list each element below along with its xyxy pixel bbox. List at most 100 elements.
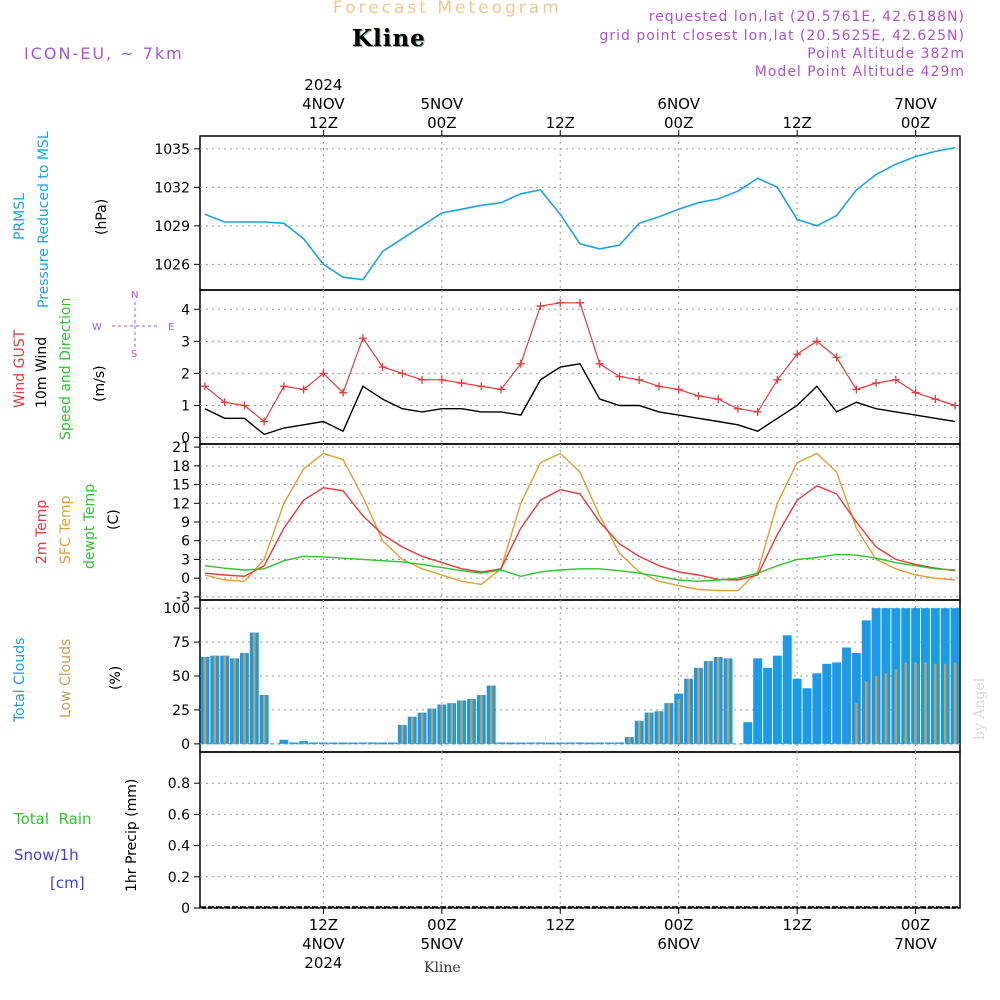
low-cloud-bar <box>213 655 216 744</box>
low-cloud-bar <box>647 712 651 744</box>
time-label-bottom: 5NOV <box>421 935 464 953</box>
y-tick-label: 0 <box>181 901 190 917</box>
gust-marker <box>536 302 545 311</box>
grid-lines <box>200 136 960 909</box>
total-cloud-bar <box>378 742 388 744</box>
sfc-temp-line <box>204 452 956 592</box>
y-tick-label: 0 <box>181 571 190 587</box>
total-cloud-bar <box>348 742 358 744</box>
low-cloud-bar <box>855 703 858 744</box>
y-tick-label: 6 <box>181 534 190 550</box>
total-cloud-bar <box>842 647 851 744</box>
time-label-bottom: 12Z <box>309 916 338 934</box>
y-tick-label: 2 <box>181 366 190 382</box>
precip-snow-unit: [cm] <box>50 874 85 892</box>
total-cloud-bar <box>526 742 536 744</box>
total-cloud-bar <box>575 742 585 744</box>
axis-labels: 102610291032103501234-303691215182102550… <box>154 76 937 972</box>
low-cloud-bar <box>667 703 671 744</box>
y-tick-label: 1026 <box>154 257 190 273</box>
low-cloud-bar <box>253 632 256 744</box>
gust-marker <box>714 395 723 404</box>
precip-snow-label: Snow/1h <box>14 846 79 864</box>
time-label-top: 6NOV <box>657 95 700 113</box>
gust-marker <box>852 385 861 394</box>
total-cloud-bar <box>338 742 348 744</box>
low-cloud-bar <box>697 667 700 744</box>
gust-marker <box>398 369 407 378</box>
time-label-bottom: 12Z <box>546 916 575 934</box>
total-cloud-bar <box>743 722 753 744</box>
gust-marker <box>891 375 900 384</box>
time-label-top: 5NOV <box>421 95 464 113</box>
low-cloud-bar <box>953 662 957 744</box>
total-cloud-bar <box>792 678 802 744</box>
total-cloud-bar <box>763 667 772 744</box>
time-label-top: 00Z <box>901 114 930 132</box>
y-tick-label: 0.8 <box>168 776 190 792</box>
compass-south: S <box>131 349 137 360</box>
total-cloud-bar <box>368 742 378 744</box>
gust-marker <box>753 407 762 416</box>
gust-marker <box>812 337 821 346</box>
low-cloud-bar <box>874 676 878 744</box>
gust-marker <box>931 395 940 404</box>
pressure-label-prmsl: PRMSL <box>12 193 28 240</box>
compass-north: N <box>131 290 138 301</box>
gust-marker <box>457 379 466 388</box>
gust-marker <box>911 388 920 397</box>
gust-marker <box>576 298 584 307</box>
total-cloud-bar <box>802 688 812 744</box>
location-title: Kline <box>352 25 426 52</box>
low-cloud-bar <box>243 652 246 744</box>
y-tick-label: 0.6 <box>168 807 190 823</box>
wind-gust-label: Wind GUST <box>12 329 28 408</box>
total-cloud-bar <box>506 742 516 744</box>
cloud-unit: (%) <box>108 666 124 690</box>
total-cloud-bar <box>832 662 842 744</box>
time-label-bottom: 12Z <box>782 916 811 934</box>
gust-marker <box>260 417 269 426</box>
low-cloud-bar <box>628 737 631 744</box>
y-tick-label: 9 <box>181 515 190 531</box>
total-cloud-bar <box>545 742 555 744</box>
y-tick-label: 25 <box>172 703 190 719</box>
gust-marker <box>872 379 881 388</box>
pressure-label-name: Pressure Reduced to MSL <box>36 131 52 308</box>
pressure-line <box>204 146 956 281</box>
gust-marker <box>516 359 525 368</box>
low-cloud-bar <box>233 658 236 744</box>
low-cloud-bar <box>489 685 493 744</box>
y-tick-label: 1032 <box>154 180 190 196</box>
y-tick-label: 50 <box>172 669 190 685</box>
gust-marker <box>240 401 249 410</box>
gust-marker <box>299 385 308 394</box>
time-label-bottom: 7NOV <box>894 935 937 953</box>
temp-sfc-label: SFC Temp <box>58 495 74 564</box>
gust-marker <box>378 363 387 371</box>
low-cloud-bar <box>677 699 680 744</box>
gust-marker <box>615 372 624 381</box>
time-label-top: 00Z <box>664 114 693 132</box>
grid-point-coords: grid point closest lon,lat (20.5625E, 42… <box>599 28 965 44</box>
watermark: by Angel <box>972 677 988 740</box>
total-cloud-bar <box>615 742 624 744</box>
t2m-line <box>204 485 956 581</box>
low-cloud-bar <box>914 662 917 744</box>
y-tick-label: 75 <box>172 635 190 651</box>
wind-panel-frame <box>199 289 961 445</box>
gust-marker <box>694 391 703 400</box>
y-tick-label: 1 <box>181 399 190 415</box>
y-tick-label: 15 <box>172 478 190 494</box>
time-label-top: 7NOV <box>894 95 937 113</box>
total-cloud-bar <box>496 742 506 744</box>
low-cloud-bar <box>480 695 483 744</box>
low-cloud-bar <box>638 720 641 744</box>
dewpt-line <box>204 553 956 583</box>
compass-east: E <box>168 322 174 333</box>
gust-marker <box>497 385 506 394</box>
precip-axis-label: 1hr Precip (mm) <box>124 779 140 892</box>
time-label-bottom: 00Z <box>664 916 693 934</box>
time-label-bottom: 00Z <box>427 916 456 934</box>
